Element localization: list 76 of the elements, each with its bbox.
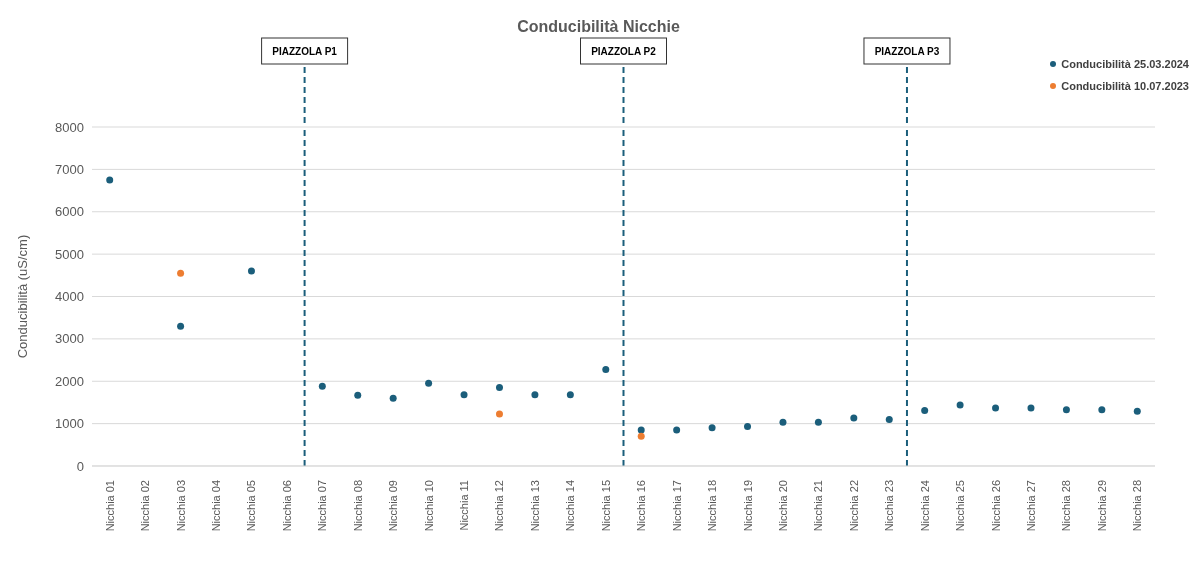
ref-line-label: PIAZZOLA P3 bbox=[874, 45, 940, 57]
point bbox=[637, 426, 645, 434]
x-tick-label: Nicchia 21 bbox=[812, 480, 825, 532]
x-tick-label: Nicchia 16 bbox=[635, 480, 648, 532]
point bbox=[495, 384, 503, 392]
x-tick-label: Nicchia 10 bbox=[422, 480, 435, 532]
point bbox=[531, 391, 539, 399]
point bbox=[106, 176, 114, 184]
x-tick-label: Nicchia 19 bbox=[741, 480, 754, 532]
x-tick-label: Nicchia 28 bbox=[1060, 480, 1073, 532]
x-tick-label: Nicchia 20 bbox=[776, 480, 789, 532]
point bbox=[885, 415, 893, 423]
point bbox=[744, 423, 752, 431]
y-axis-title: Conducibilità (uS/cm) bbox=[14, 234, 30, 359]
x-tick-label: Nicchia 26 bbox=[989, 480, 1002, 532]
y-tick-label: 6000 bbox=[55, 204, 84, 220]
point bbox=[354, 391, 362, 399]
x-tick-label: Nicchia 12 bbox=[493, 480, 506, 532]
point bbox=[425, 379, 433, 387]
legend-label: Conducibilità 10.07.2023 bbox=[1061, 80, 1189, 92]
point bbox=[318, 382, 326, 390]
point bbox=[708, 424, 716, 432]
y-tick-label: 1000 bbox=[55, 416, 84, 432]
x-tick-label: Nicchia 11 bbox=[458, 480, 471, 531]
x-tick-label: Nicchia 02 bbox=[139, 480, 152, 532]
point bbox=[850, 414, 858, 422]
x-tick-label: Nicchia 18 bbox=[706, 480, 719, 532]
x-tick-label: Nicchia 25 bbox=[954, 480, 967, 532]
x-tick-label: Nicchia 04 bbox=[210, 480, 223, 532]
y-tick-label: 2000 bbox=[55, 373, 84, 389]
point bbox=[602, 365, 610, 373]
y-tick-label: 8000 bbox=[55, 119, 84, 135]
x-tick-label: Nicchia 13 bbox=[528, 480, 541, 532]
point bbox=[495, 410, 503, 418]
point bbox=[177, 322, 185, 330]
x-tick-label: Nicchia 29 bbox=[1095, 480, 1108, 532]
x-tick-label: Nicchia 05 bbox=[245, 480, 258, 532]
point bbox=[637, 432, 645, 440]
x-tick-label: Nicchia 09 bbox=[387, 480, 400, 532]
x-tick-label: Nicchia 03 bbox=[174, 480, 187, 532]
point bbox=[992, 404, 1000, 412]
ref-line-label: PIAZZOLA P1 bbox=[272, 45, 338, 57]
x-tick-label: Nicchia 07 bbox=[316, 480, 329, 532]
y-tick-label: 0 bbox=[76, 458, 84, 474]
x-tick-label: Nicchia 06 bbox=[280, 480, 293, 532]
y-tick-label: 7000 bbox=[55, 161, 84, 177]
chart-title: Conducibilità Nicchie bbox=[517, 18, 680, 35]
x-tick-label: Nicchia 22 bbox=[847, 480, 860, 532]
point bbox=[814, 418, 822, 426]
point bbox=[460, 391, 468, 399]
point bbox=[1062, 406, 1070, 414]
x-tick-label: Nicchia 14 bbox=[564, 480, 577, 532]
point bbox=[956, 401, 964, 409]
point bbox=[247, 267, 255, 275]
point bbox=[177, 269, 185, 277]
y-tick-label: 4000 bbox=[55, 289, 84, 305]
x-tick-label: Nicchia 23 bbox=[883, 480, 896, 532]
x-tick-label: Nicchia 27 bbox=[1024, 480, 1037, 532]
y-tick-label: 3000 bbox=[55, 331, 84, 347]
x-tick-label: Nicchia 17 bbox=[670, 480, 683, 532]
x-tick-label: Nicchia 01 bbox=[103, 480, 116, 532]
point bbox=[921, 406, 929, 414]
x-tick-label: Nicchia 24 bbox=[918, 480, 931, 532]
ref-line-label: PIAZZOLA P2 bbox=[591, 45, 657, 57]
y-tick-label: 5000 bbox=[55, 246, 84, 262]
point bbox=[1027, 404, 1035, 412]
x-tick-label: Nicchia 28 bbox=[1131, 480, 1144, 532]
point bbox=[389, 394, 397, 402]
legend-label: Conducibilità 25.03.2024 bbox=[1061, 58, 1189, 70]
x-tick-label: Nicchia 08 bbox=[351, 480, 364, 532]
point bbox=[673, 426, 681, 434]
point bbox=[1133, 407, 1141, 415]
point bbox=[1098, 406, 1106, 414]
point bbox=[779, 418, 787, 426]
x-tick-label: Nicchia 15 bbox=[599, 480, 612, 532]
point bbox=[566, 391, 574, 399]
